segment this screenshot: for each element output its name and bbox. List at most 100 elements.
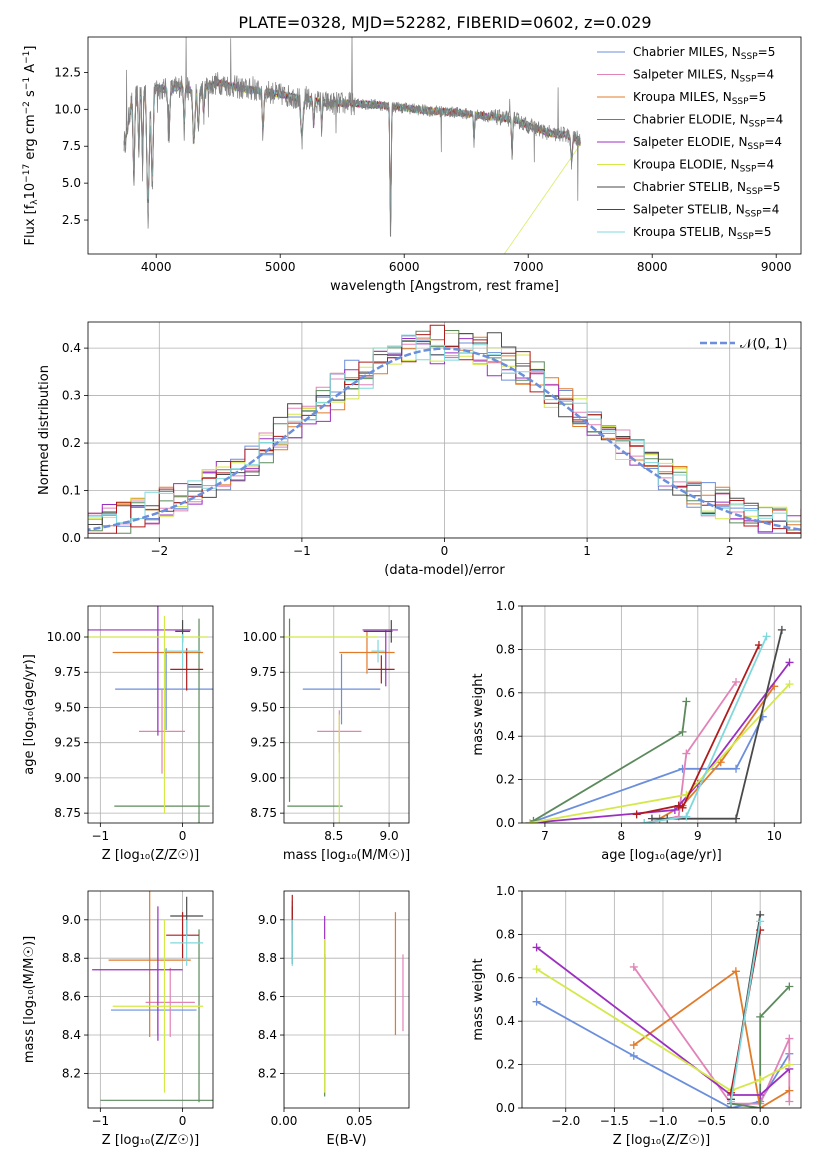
mass-weight-marker: [756, 926, 765, 935]
x-tick-label: −1: [91, 1114, 109, 1128]
mass-weight-marker: [785, 1060, 794, 1069]
y-tick-label: 7.5: [62, 139, 81, 153]
x-axis-label: (data-model)/error: [384, 563, 505, 578]
x-axis-label: Z [log₁₀(Z/Z☉)]: [102, 848, 199, 863]
mass-weight-line: [536, 968, 790, 1092]
x-tick-label: 4000: [141, 260, 172, 274]
mass-weight-line: [536, 946, 790, 1096]
y-axis-label: mass [log₁₀(M/M☉)]: [22, 936, 37, 1063]
y-tick-label: 0.6: [496, 971, 515, 985]
mass-weight-marker: [785, 1097, 794, 1106]
panel-mass_vs_ebv: 0.00 0.05 8.2 8.4 8.6 8.8 9.0 E(B-V): [258, 890, 410, 1148]
x-tick-label: 8.5: [324, 829, 343, 843]
x-tick-label: −1: [91, 829, 109, 843]
legend-label: Chabrier MILES, NSSP=5: [633, 45, 775, 62]
y-tick-label: 8.4: [258, 1028, 277, 1042]
y-tick-label: 8.8: [62, 951, 81, 965]
mass-weight-line: [651, 629, 783, 820]
legend-label: Chabrier STELIB, NSSP=5: [633, 180, 781, 197]
plot-area: [522, 891, 801, 1108]
y-tick-label: 9.0: [62, 913, 81, 927]
mass-weight-marker: [682, 697, 691, 706]
y-tick-label: 8.6: [62, 990, 81, 1004]
spectrum-legend: Chabrier MILES, NSSP=5 Salpeter MILES, NS…: [597, 45, 783, 242]
mass-weight-marker: [756, 1075, 765, 1084]
panel-weight_vs_age: 7 8 9 10 0.0 0.2 0.4 0.6 0.8 1.0 age [log₁₀(age/yr…: [471, 599, 802, 863]
mass-weight-marker: [777, 625, 786, 634]
legend-label: Kroupa ELODIE, NSSP=4: [633, 158, 774, 175]
grid: [522, 891, 801, 1108]
legend-label: Salpeter ELODIE, NSSP=4: [633, 135, 782, 152]
grid: [88, 606, 213, 823]
axes-frame: [521, 605, 802, 824]
mass-weight-line: [529, 716, 764, 823]
y-tick-label: 0.4: [496, 1014, 515, 1028]
x-axis-label: E(B-V): [326, 1133, 366, 1148]
y-tick-label: 8.75: [54, 806, 81, 820]
gaussian-reference-curve: [88, 347, 801, 531]
mass-weight-marker: [716, 758, 725, 767]
y-tick-label: 8.75: [250, 806, 277, 820]
mass-weight-marker: [629, 1051, 638, 1060]
mass-weight-marker: [785, 982, 794, 991]
panel-age_vs_Z: −1 0 8.75 9.00 9.25 9.50 9.75 10.00 Z [log₁₀(Z/Z…: [22, 605, 214, 863]
y-tick-label: 10.00: [47, 630, 81, 644]
y-tick-label: 8.2: [258, 1066, 277, 1080]
figure-title: PLATE=0328, MJD=52282, FIBERID=0602, z=0…: [238, 13, 651, 32]
mass-weight-marker: [682, 812, 691, 821]
axes-frame: [283, 890, 410, 1109]
gaussian-legend-label: 𝒩(0, 1): [740, 337, 787, 352]
x-tick-label: 0: [179, 829, 187, 843]
x-tick-label: 7000: [513, 260, 544, 274]
plot-area: [522, 606, 801, 823]
x-tick-label: 7: [541, 829, 549, 843]
mass-weight-marker: [731, 967, 740, 976]
x-axis-label: age [log₁₀(age/yr)]: [601, 848, 722, 863]
x-tick-label: −1.0: [648, 1114, 677, 1128]
y-tick-label: 9.00: [250, 771, 277, 785]
y-axis-label: Normed distribution: [37, 365, 52, 495]
legend-label: Kroupa MILES, NSSP=5: [633, 90, 766, 107]
y-tick-label: 8.2: [62, 1066, 81, 1080]
mass-weight-marker: [732, 814, 741, 823]
panel-weight_vs_Z: −2.0 −1.5 −1.0 −0.5 0.0 0.0 0.2 0.4 0.6 0.8 1.0 Z […: [471, 884, 802, 1148]
y-tick-label: 8.8: [258, 951, 277, 965]
plot-area: [88, 322, 801, 538]
mass-weight-line: [529, 683, 791, 823]
legend-label: Salpeter STELIB, NSSP=4: [633, 203, 779, 220]
x-tick-label: 0.00: [271, 1114, 298, 1128]
x-tick-label: −2.0: [551, 1114, 580, 1128]
legend-label: Kroupa STELIB, NSSP=5: [633, 225, 771, 242]
mass-weight-line: [633, 969, 790, 1108]
panel-spectrum: 4000 5000 6000 7000 8000 9000 2.5 5.0 7.5 10.0 12.…: [22, 36, 802, 294]
y-tick-label: 10.0: [54, 102, 81, 116]
mass-weight-marker: [532, 943, 541, 952]
plot-area: [88, 891, 213, 1108]
mass-weight-marker: [670, 805, 679, 814]
y-tick-label: 1.0: [496, 884, 515, 898]
mass-weight-marker: [532, 997, 541, 1006]
mass-weight-marker: [756, 917, 765, 926]
axes-frame: [87, 605, 214, 824]
plot-area: [284, 891, 409, 1108]
x-tick-label: 0.0: [751, 1114, 770, 1128]
legend-label: Salpeter MILES, NSSP=4: [633, 68, 774, 85]
grid: [284, 606, 409, 823]
residual-histogram-step: [88, 334, 801, 526]
mass-weight-marker: [525, 819, 534, 823]
x-axis-label: mass [log₁₀(M/M☉)]: [283, 848, 410, 863]
mass-weight-line: [730, 921, 762, 1102]
y-tick-label: 2.5: [62, 213, 81, 227]
plot-area: [284, 606, 409, 823]
y-tick-label: 0.6: [496, 686, 515, 700]
mass-weight-marker: [629, 1041, 638, 1050]
mass-weight-marker: [682, 749, 691, 758]
mass-weight-marker: [529, 816, 538, 823]
x-tick-label: 5000: [265, 260, 296, 274]
grid: [522, 606, 801, 823]
mass-weight-line: [644, 636, 768, 823]
mass-weight-marker: [727, 1097, 736, 1106]
plot-area: [123, 37, 581, 254]
y-tick-label: 0.0: [496, 1101, 515, 1115]
